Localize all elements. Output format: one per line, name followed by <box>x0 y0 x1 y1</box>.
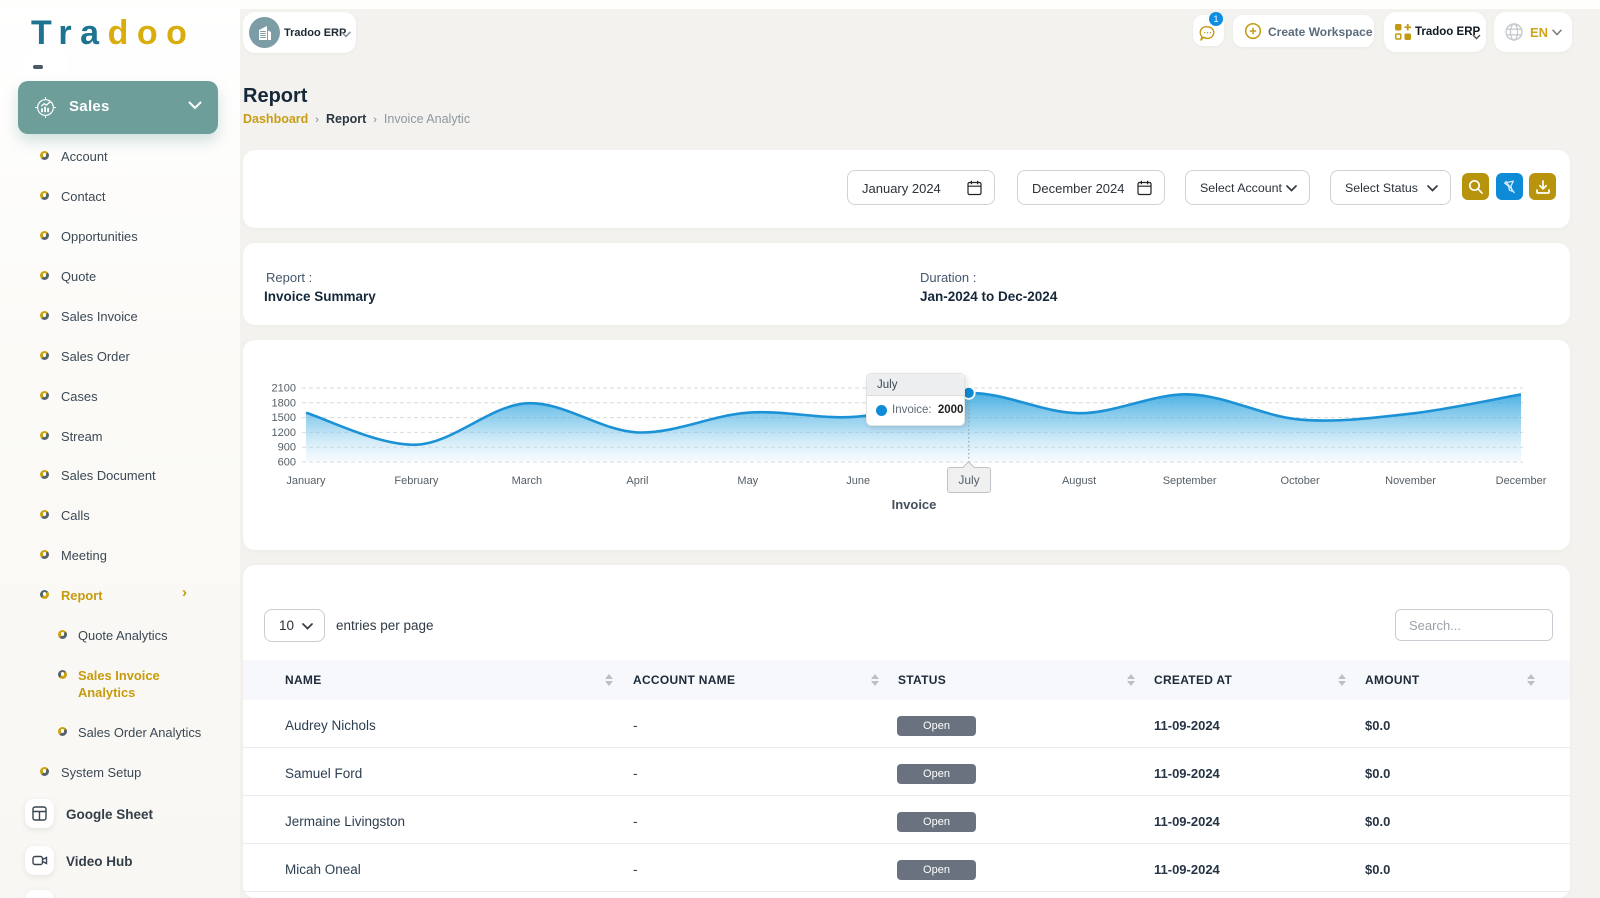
svg-text:August: August <box>1062 475 1096 487</box>
svg-text:September: September <box>1163 475 1217 487</box>
svg-text:1200: 1200 <box>272 427 296 439</box>
svg-text:1500: 1500 <box>272 412 296 424</box>
svg-text:January: January <box>286 475 326 487</box>
svg-text:December: December <box>1496 475 1547 487</box>
svg-text:600: 600 <box>278 457 296 469</box>
svg-text:November: November <box>1385 475 1436 487</box>
svg-text:February: February <box>394 475 439 487</box>
svg-text:1800: 1800 <box>272 397 296 409</box>
svg-text:October: October <box>1281 475 1320 487</box>
svg-text:April: April <box>626 475 648 487</box>
svg-text:June: June <box>846 475 870 487</box>
svg-text:900: 900 <box>278 442 296 454</box>
svg-text:2100: 2100 <box>272 383 296 395</box>
svg-text:May: May <box>737 475 758 487</box>
svg-text:March: March <box>512 475 543 487</box>
